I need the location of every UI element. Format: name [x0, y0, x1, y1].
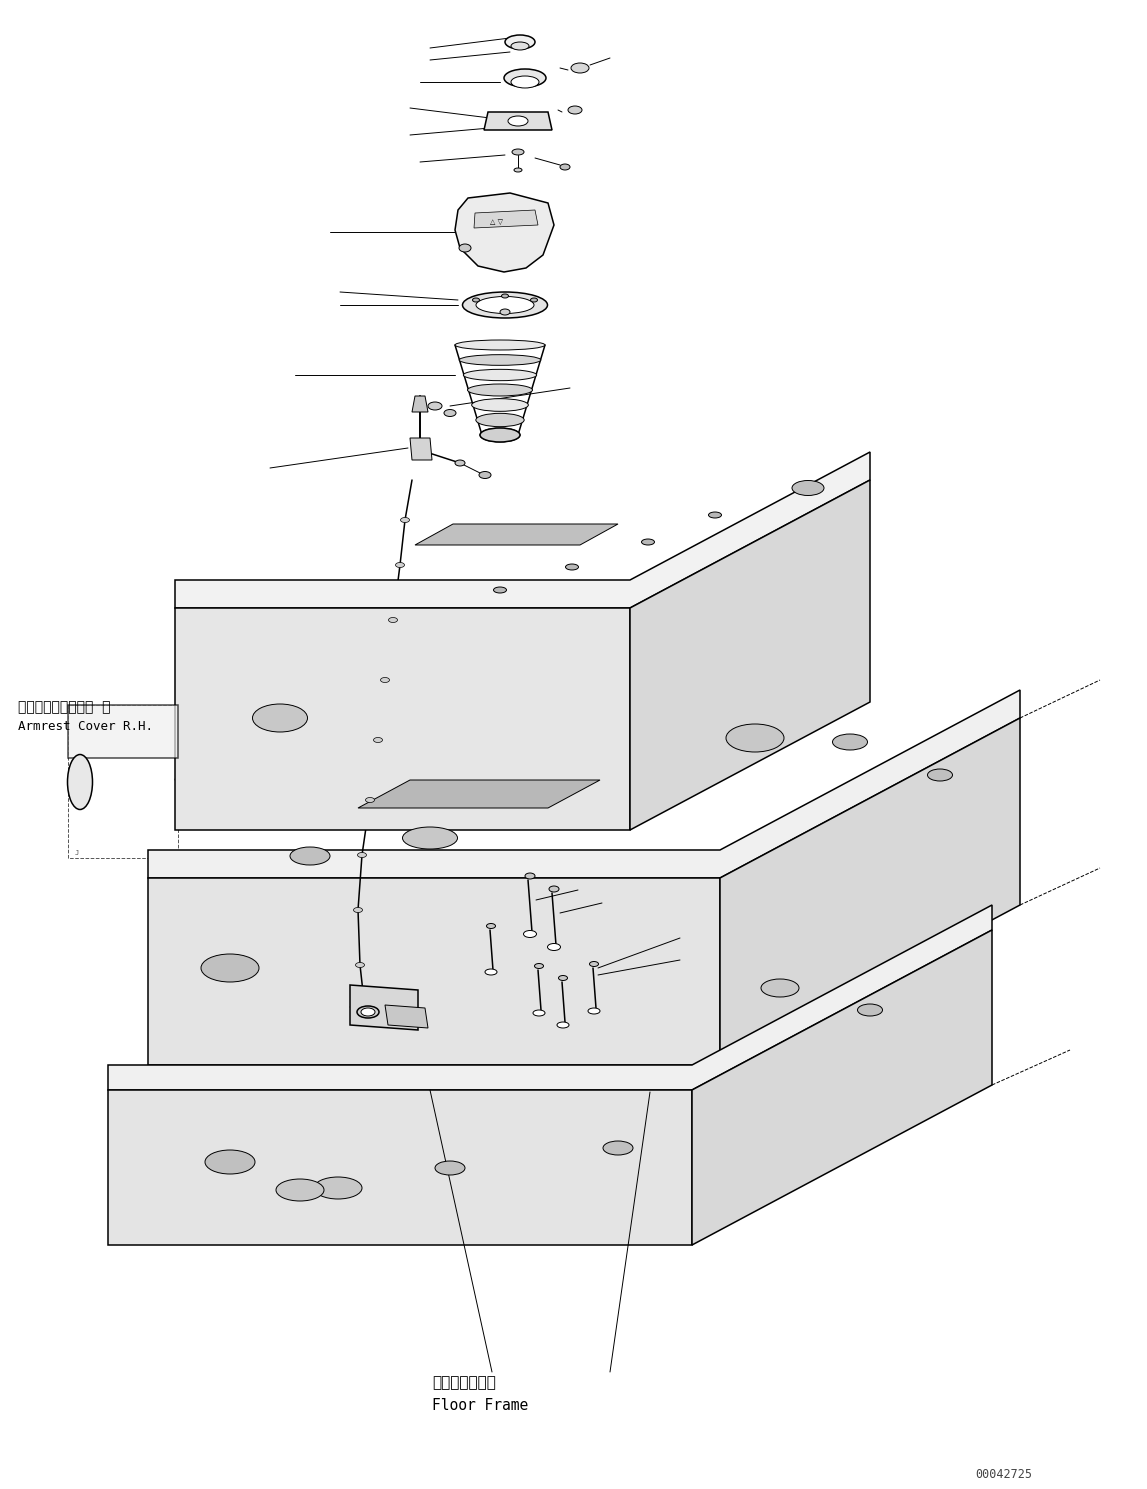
Polygon shape: [412, 396, 428, 412]
Polygon shape: [474, 210, 538, 228]
Ellipse shape: [709, 512, 721, 518]
Ellipse shape: [435, 1161, 465, 1175]
Ellipse shape: [791, 481, 824, 496]
Ellipse shape: [590, 962, 599, 966]
Ellipse shape: [366, 798, 375, 803]
Ellipse shape: [403, 826, 458, 849]
Polygon shape: [692, 931, 992, 1245]
Ellipse shape: [444, 409, 457, 417]
Ellipse shape: [565, 564, 578, 570]
Ellipse shape: [512, 42, 529, 51]
Polygon shape: [409, 438, 432, 460]
Ellipse shape: [523, 931, 537, 938]
Text: アームレストカバー  右: アームレストカバー 右: [18, 700, 110, 715]
Ellipse shape: [504, 68, 546, 86]
Text: △ ▽: △ ▽: [490, 219, 504, 225]
Ellipse shape: [314, 1176, 362, 1199]
Ellipse shape: [396, 563, 405, 567]
Ellipse shape: [493, 587, 507, 593]
Text: J: J: [75, 850, 79, 856]
Ellipse shape: [557, 1021, 569, 1027]
Ellipse shape: [485, 969, 497, 975]
Polygon shape: [720, 718, 1020, 1065]
Ellipse shape: [353, 907, 362, 913]
Text: Armrest Cover R.H.: Armrest Cover R.H.: [18, 721, 153, 733]
Ellipse shape: [473, 298, 479, 302]
Ellipse shape: [468, 384, 532, 396]
Ellipse shape: [760, 978, 799, 998]
Ellipse shape: [858, 1004, 882, 1015]
Ellipse shape: [641, 539, 655, 545]
Polygon shape: [175, 453, 871, 608]
Text: フロアフレーム: フロアフレーム: [432, 1374, 496, 1391]
Ellipse shape: [201, 954, 259, 983]
Ellipse shape: [357, 1007, 379, 1018]
Ellipse shape: [559, 975, 568, 980]
Ellipse shape: [356, 962, 365, 968]
Ellipse shape: [500, 310, 510, 316]
Text: 00042725: 00042725: [975, 1468, 1032, 1482]
Polygon shape: [385, 1005, 428, 1027]
Ellipse shape: [68, 755, 93, 810]
Polygon shape: [415, 524, 618, 545]
Ellipse shape: [512, 76, 539, 88]
Ellipse shape: [476, 296, 535, 314]
Ellipse shape: [479, 472, 491, 478]
Ellipse shape: [514, 168, 522, 173]
Polygon shape: [108, 905, 992, 1090]
Ellipse shape: [571, 63, 590, 73]
Polygon shape: [68, 704, 178, 758]
Ellipse shape: [833, 734, 867, 750]
Ellipse shape: [547, 944, 561, 950]
Ellipse shape: [463, 369, 537, 381]
Polygon shape: [630, 479, 871, 829]
Polygon shape: [484, 112, 552, 130]
Ellipse shape: [486, 923, 496, 929]
Ellipse shape: [381, 677, 390, 682]
Ellipse shape: [276, 1179, 323, 1202]
Ellipse shape: [459, 244, 471, 252]
Polygon shape: [108, 1090, 692, 1245]
Polygon shape: [358, 780, 600, 809]
Ellipse shape: [479, 427, 520, 442]
Ellipse shape: [512, 149, 524, 155]
Ellipse shape: [531, 298, 538, 302]
Ellipse shape: [361, 1008, 375, 1015]
Polygon shape: [148, 879, 720, 1065]
Ellipse shape: [525, 873, 535, 879]
Text: Floor Frame: Floor Frame: [432, 1398, 529, 1413]
Polygon shape: [148, 689, 1020, 879]
Ellipse shape: [400, 518, 409, 523]
Polygon shape: [455, 194, 554, 272]
Ellipse shape: [205, 1150, 255, 1173]
Ellipse shape: [560, 164, 570, 170]
Ellipse shape: [535, 963, 544, 968]
Ellipse shape: [455, 339, 545, 350]
Ellipse shape: [389, 618, 398, 622]
Ellipse shape: [358, 853, 367, 858]
Ellipse shape: [549, 886, 559, 892]
Ellipse shape: [588, 1008, 600, 1014]
Ellipse shape: [252, 704, 307, 733]
Ellipse shape: [726, 724, 785, 752]
Polygon shape: [175, 608, 630, 829]
Ellipse shape: [476, 414, 524, 427]
Ellipse shape: [501, 293, 508, 298]
Ellipse shape: [603, 1141, 633, 1155]
Ellipse shape: [568, 106, 582, 115]
Ellipse shape: [462, 292, 547, 319]
Ellipse shape: [533, 1010, 545, 1015]
Ellipse shape: [471, 399, 529, 411]
Ellipse shape: [428, 402, 442, 409]
Ellipse shape: [459, 354, 541, 365]
Polygon shape: [350, 986, 418, 1030]
Ellipse shape: [508, 116, 528, 127]
Ellipse shape: [505, 36, 535, 49]
Ellipse shape: [455, 460, 465, 466]
Ellipse shape: [290, 847, 330, 865]
Ellipse shape: [479, 427, 520, 442]
Ellipse shape: [374, 737, 382, 743]
Ellipse shape: [928, 768, 952, 782]
